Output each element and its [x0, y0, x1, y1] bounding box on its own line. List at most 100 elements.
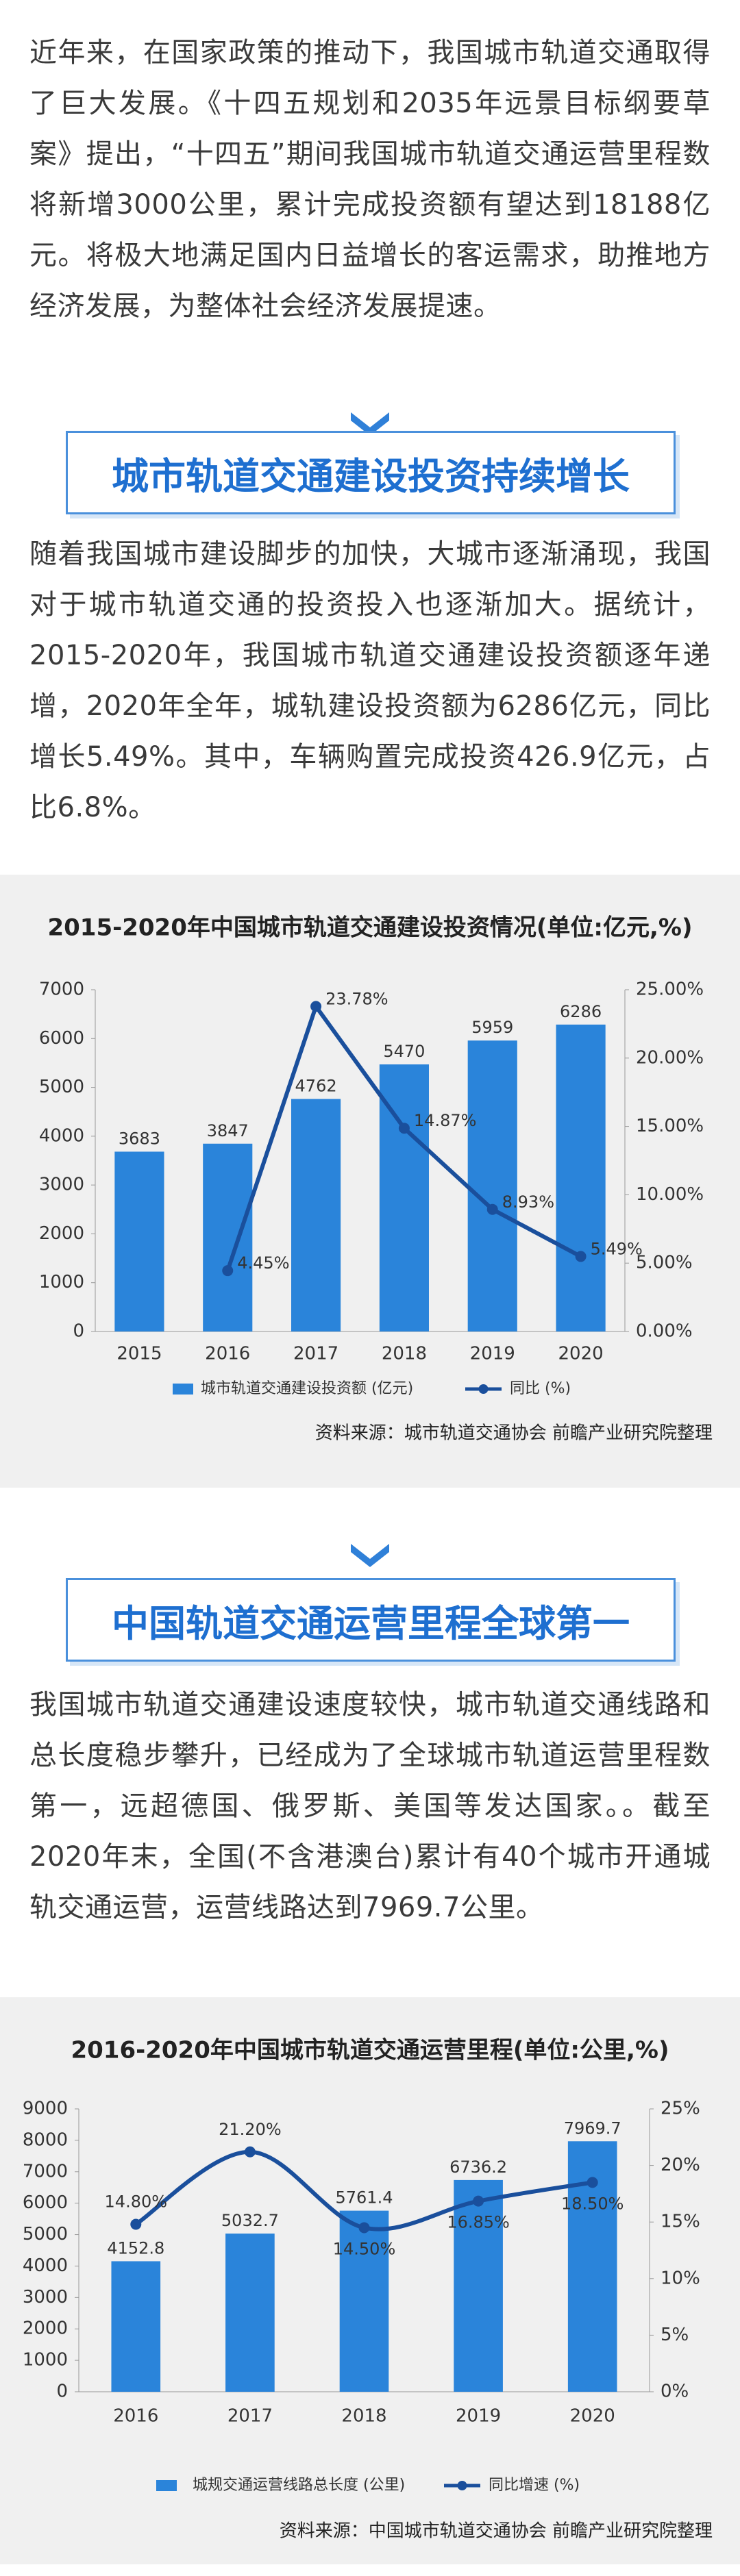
- y2-tick-label: 15.00%: [636, 1116, 704, 1136]
- bar-value-label: 5959: [471, 1018, 513, 1037]
- bar-value-label: 4762: [295, 1077, 337, 1096]
- legend-swatch: [457, 2481, 467, 2490]
- y-tick-label: 6000: [23, 2192, 68, 2213]
- line-value-label: 8.93%: [502, 1192, 554, 1212]
- bar: [454, 2179, 503, 2392]
- line-value-label: 14.50%: [333, 2239, 396, 2258]
- chart-title: 2015-2020年中国城市轨道交通建设投资情况(单位:亿元,%): [47, 914, 692, 942]
- y-tick-label: 1000: [39, 1272, 84, 1292]
- y2-tick-label: 5%: [661, 2325, 689, 2345]
- line-point: [398, 1123, 410, 1134]
- bar: [225, 2234, 275, 2392]
- y-tick-label: 8000: [23, 2129, 68, 2150]
- x-tick-label: 2019: [470, 1344, 515, 1364]
- line-point: [310, 1001, 322, 1012]
- chart-title: 2016-2020年中国城市轨道交通运营里程(单位:公里,%): [71, 2037, 669, 2064]
- legend-label: 城市轨道交通建设投资额 (亿元): [201, 1380, 413, 1397]
- x-tick-label: 2020: [558, 1344, 603, 1364]
- bar-value-label: 5032.7: [221, 2211, 279, 2230]
- legend-label: 城规交通运营线路总长度 (公里): [193, 2477, 405, 2494]
- y-tick-label: 9000: [23, 2099, 68, 2119]
- y2-tick-label: 10.00%: [636, 1184, 704, 1205]
- bar: [339, 2210, 389, 2392]
- y-tick-label: 0: [73, 1321, 84, 1342]
- y-tick-label: 3000: [23, 2287, 68, 2308]
- x-tick-label: 2020: [570, 2406, 615, 2427]
- line-point: [587, 2177, 598, 2188]
- y2-tick-label: 10%: [661, 2268, 700, 2288]
- x-tick-label: 2016: [205, 1344, 250, 1364]
- bar-value-label: 4152.8: [107, 2238, 164, 2258]
- bar: [291, 1099, 341, 1331]
- y-tick-label: 6000: [39, 1028, 84, 1049]
- bar-value-label: 5761.4: [336, 2188, 393, 2208]
- y2-tick-label: 0.00%: [636, 1321, 693, 1342]
- line-value-label: 14.87%: [414, 1111, 477, 1130]
- y2-tick-label: 25.00%: [636, 979, 704, 1000]
- line-value-label: 18.50%: [561, 2194, 624, 2213]
- line-point: [473, 2195, 484, 2207]
- bar-value-label: 7969.7: [564, 2118, 621, 2138]
- legend-label: 同比增速 (%): [489, 2477, 580, 2494]
- chart: 2015-2020年中国城市轨道交通建设投资情况(单位:亿元,%) 0 1000 20…: [39, 914, 713, 1444]
- bar: [111, 2261, 161, 2392]
- bar-value-label: 6286: [560, 1002, 602, 1021]
- bar-value-label: 5470: [383, 1042, 425, 1061]
- line-point: [130, 2218, 142, 2230]
- bar-value-label: 6736.2: [449, 2158, 507, 2177]
- y-tick-label: 1000: [23, 2350, 68, 2371]
- bar-value-label: 3683: [119, 1129, 160, 1148]
- paragraph: 近年来，在国家政策的推动下，我国城市轨道交通取得了巨大发展。《十四五规划和203…: [29, 37, 711, 322]
- y-tick-label: 0: [56, 2381, 68, 2402]
- bar: [467, 1040, 517, 1331]
- x-tick-label: 2017: [227, 2406, 273, 2427]
- chart: 2016-2020年中国城市轨道交通运营里程(单位:公里,%) 0 1000 2000…: [23, 2037, 713, 2542]
- bar-value-label: 3847: [207, 1121, 249, 1140]
- y2-tick-label: 25%: [661, 2099, 700, 2119]
- x-tick-label: 2018: [341, 2406, 386, 2427]
- y2-tick-label: 0%: [661, 2381, 689, 2402]
- legend-label: 同比 (%): [510, 1380, 571, 1397]
- line-point: [486, 1203, 498, 1215]
- chart-panel: 2016-2020年中国城市轨道交通运营里程(单位:公里,%) 0 1000 2000…: [0, 1997, 740, 2564]
- x-tick-label: 2017: [293, 1344, 338, 1364]
- y-tick-label: 3000: [39, 1175, 84, 1195]
- source-note: 资料来源：中国城市轨道交通协会 前瞻产业研究院整理: [280, 2521, 713, 2542]
- line-point: [575, 1251, 587, 1262]
- legend-swatch: [173, 1384, 193, 1395]
- y-tick-label: 4000: [39, 1125, 84, 1146]
- line-value-label: 23.78%: [325, 989, 388, 1008]
- y-tick-label: 5000: [23, 2224, 68, 2244]
- bar: [114, 1151, 164, 1331]
- bar: [556, 1024, 606, 1331]
- section-heading: 中国轨道交通运营里程全球第一: [66, 1578, 676, 1662]
- x-tick-label: 2015: [116, 1344, 162, 1364]
- paragraph: 我国城市轨道交通建设速度较快，城市轨道交通线路和总长度稳步攀升，已经成为了全球城…: [29, 1689, 711, 1923]
- line-point: [222, 1265, 234, 1277]
- paragraph: 随着我国城市建设脚步的加快，大城市逐渐涌现，我国对于城市轨道交通的投资投入也逐渐…: [29, 538, 711, 823]
- y2-tick-label: 15%: [661, 2212, 700, 2232]
- y-tick-label: 7000: [23, 2161, 68, 2181]
- y2-tick-label: 20.00%: [636, 1047, 704, 1068]
- y-tick-label: 2000: [23, 2318, 68, 2339]
- line-value-label: 4.45%: [237, 1253, 289, 1273]
- chevron-icon: [351, 1544, 389, 1567]
- y2-tick-label: 5.00%: [636, 1253, 693, 1273]
- line-value-label: 21.20%: [219, 2120, 282, 2139]
- y-tick-label: 2000: [39, 1223, 84, 1244]
- line-value-label: 14.80%: [105, 2192, 168, 2212]
- x-tick-label: 2019: [456, 2406, 501, 2427]
- y-tick-label: 7000: [39, 979, 84, 1000]
- chart-panel: 2015-2020年中国城市轨道交通建设投资情况(单位:亿元,%) 0 1000 20…: [0, 875, 740, 1488]
- legend-swatch: [156, 2480, 177, 2491]
- legend-swatch: [478, 1384, 489, 1394]
- y-tick-label: 4000: [23, 2255, 68, 2276]
- line-point: [358, 2222, 370, 2234]
- y-tick-label: 5000: [39, 1077, 84, 1097]
- section-heading: 城市轨道交通建设投资持续增长: [66, 431, 676, 514]
- line-point: [244, 2146, 256, 2158]
- x-tick-label: 2016: [113, 2406, 158, 2427]
- bar: [203, 1143, 253, 1331]
- line-value-label: 16.85%: [447, 2213, 510, 2232]
